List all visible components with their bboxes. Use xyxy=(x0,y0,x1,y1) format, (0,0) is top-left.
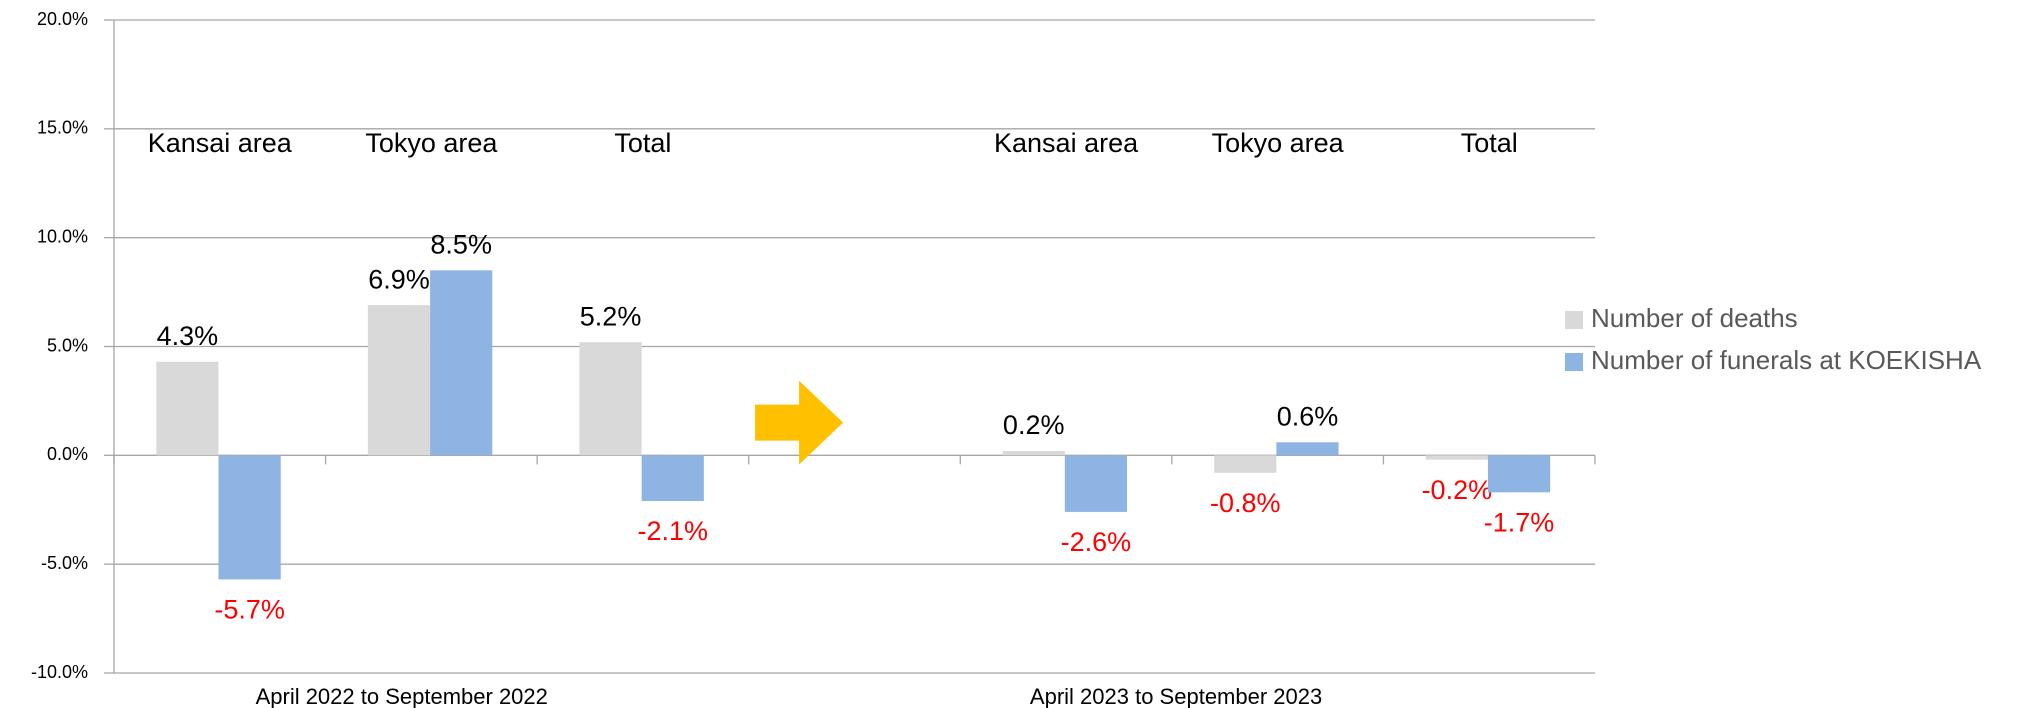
y-tick-label: 5.0% xyxy=(47,335,88,355)
value-label: 0.2% xyxy=(1003,410,1065,440)
legend-label: Number of deaths xyxy=(1591,303,1798,333)
value-label: -2.6% xyxy=(1061,527,1132,557)
y-tick-label: 15.0% xyxy=(37,118,88,138)
legend-label: Number of funerals at KOEKISHA xyxy=(1591,345,1982,375)
legend-swatch xyxy=(1565,353,1583,371)
bar xyxy=(1425,455,1488,460)
category-label: Tokyo area xyxy=(1212,128,1345,158)
value-label: 8.5% xyxy=(430,229,492,259)
bar xyxy=(156,361,219,456)
category-label: Total xyxy=(1461,128,1518,158)
bar xyxy=(1214,455,1277,473)
y-tick-label: 20.0% xyxy=(37,9,88,29)
bar xyxy=(579,342,642,456)
arrow xyxy=(755,380,844,465)
bar xyxy=(367,305,431,456)
category-label: Total xyxy=(614,128,671,158)
bar xyxy=(430,270,493,456)
value-label: -0.2% xyxy=(1422,475,1493,505)
value-label: -0.8% xyxy=(1210,488,1281,518)
value-label: -1.7% xyxy=(1484,507,1555,537)
bar xyxy=(218,455,281,580)
group-label: April 2022 to September 2022 xyxy=(256,684,548,708)
y-tick-label: -5.0% xyxy=(41,553,88,573)
value-label: 4.3% xyxy=(157,321,219,351)
value-label: 0.6% xyxy=(1277,401,1339,431)
value-label: 5.2% xyxy=(580,301,642,331)
value-label: -2.1% xyxy=(637,516,708,546)
bar xyxy=(1064,455,1128,512)
y-tick-label: 0.0% xyxy=(47,444,88,464)
y-tick-label: -10.0% xyxy=(31,662,88,682)
bar xyxy=(1276,442,1339,456)
category-label: Kansai area xyxy=(994,128,1139,158)
y-tick-label: 10.0% xyxy=(37,226,88,246)
value-label: 6.9% xyxy=(368,264,430,294)
category-label: Tokyo area xyxy=(365,128,498,158)
bar xyxy=(1002,450,1065,456)
value-label: -5.7% xyxy=(214,595,285,625)
legend-swatch xyxy=(1565,311,1583,329)
group-label: April 2023 to September 2023 xyxy=(1030,684,1322,708)
category-label: Kansai area xyxy=(148,128,293,158)
bar xyxy=(1487,455,1551,493)
bar xyxy=(641,455,704,502)
